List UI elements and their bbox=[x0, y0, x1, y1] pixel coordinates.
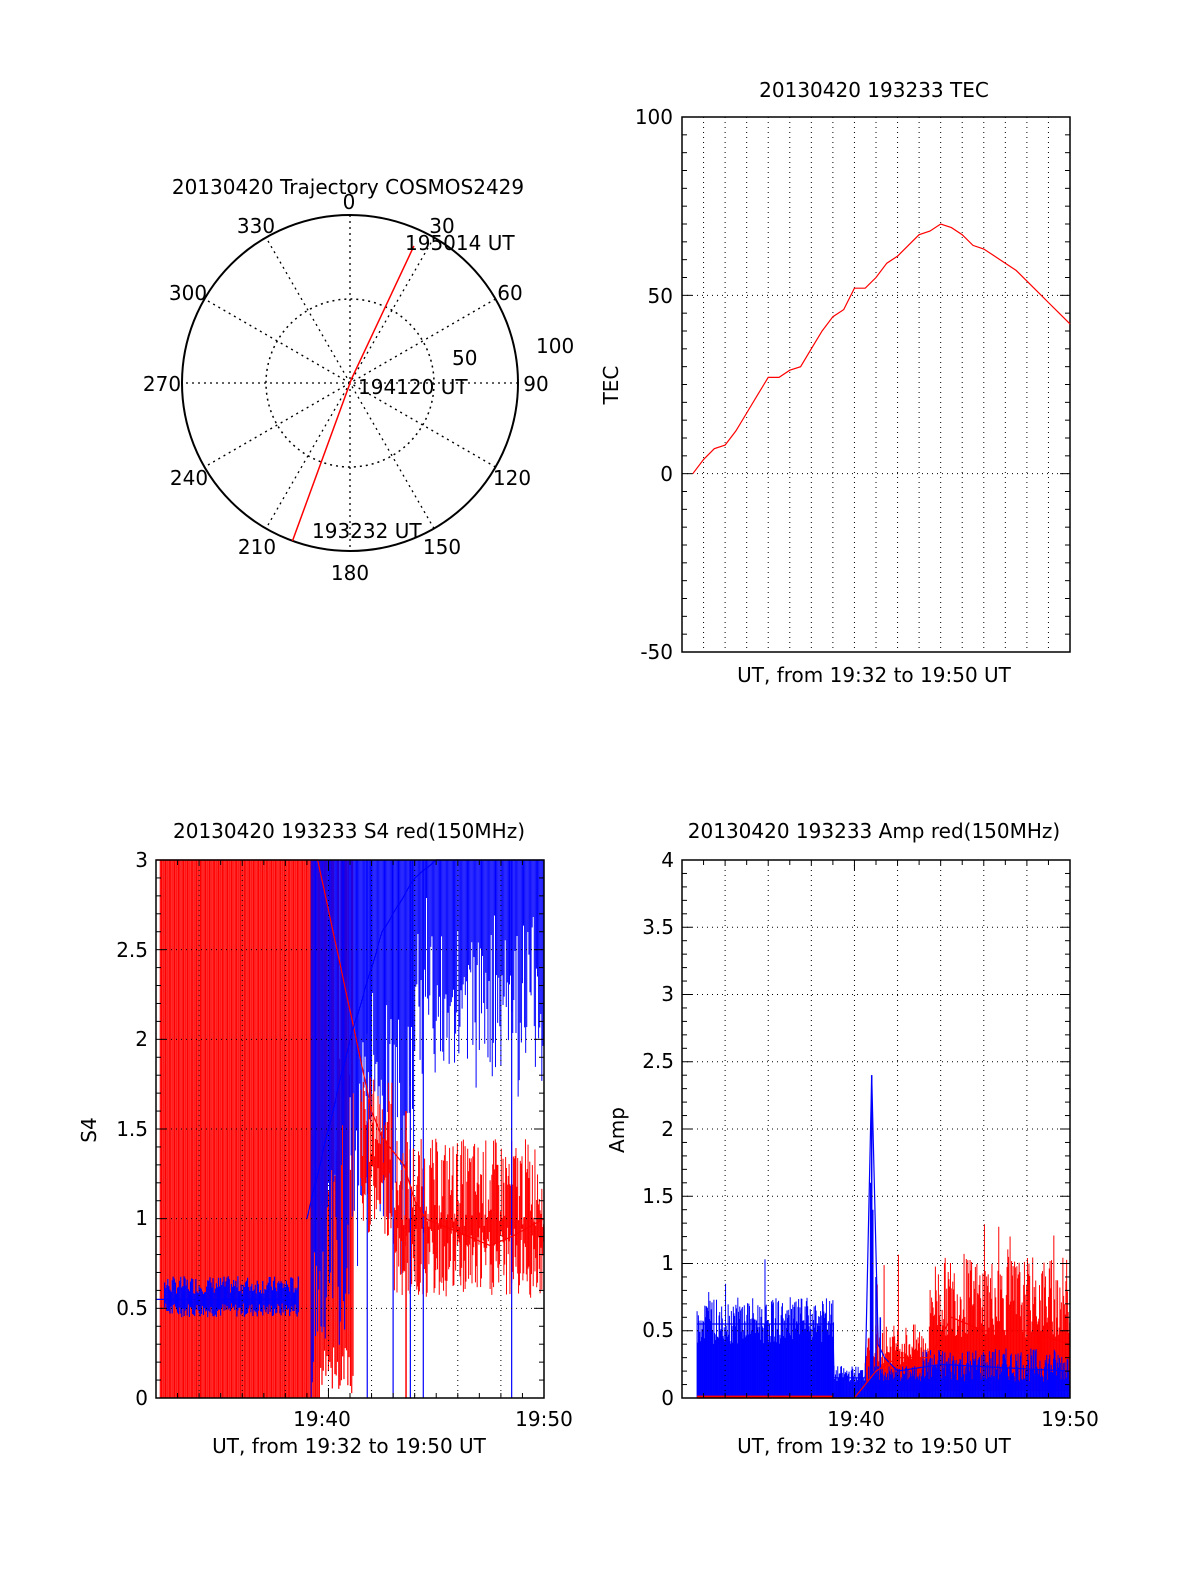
amp-title: 20130420 193233 Amp red(150MHz) bbox=[688, 819, 1060, 843]
polar-radial-tick-100: 100 bbox=[536, 334, 574, 358]
polar-angle-label-30: 30 bbox=[429, 214, 454, 238]
tec-gridlines bbox=[682, 117, 1070, 652]
amp-minor-ticks bbox=[681, 859, 1071, 1399]
amp-panel: 20130420 193233 Amp red(150MHz) 4 3.5 3 … bbox=[605, 819, 1099, 1458]
tec-xlabel: UT, from 19:32 to 19:50 UT bbox=[737, 663, 1012, 687]
s4-title: 20130420 193233 S4 red(150MHz) bbox=[173, 819, 525, 843]
polar-angle-label-0: 0 bbox=[343, 190, 356, 214]
tec-series-line bbox=[692, 223, 1071, 475]
polar-angle-label-60: 60 bbox=[497, 281, 522, 305]
amp-xtick-1950: 19:50 bbox=[1041, 1407, 1099, 1431]
polar-title: 20130420 Trajectory COSMOS2429 bbox=[172, 175, 524, 199]
s4-ytick-2-5: 2.5 bbox=[116, 938, 148, 962]
amp-ytick-3-5: 3.5 bbox=[642, 915, 674, 939]
s4-minor-ticks bbox=[155, 859, 545, 1399]
polar-angle-label-120: 120 bbox=[493, 466, 531, 490]
s4-panel: 20130420 193233 S4 red(150MHz) 3 2.5 2 1… bbox=[77, 819, 573, 1458]
polar-angle-label-240: 240 bbox=[170, 466, 208, 490]
s4-ylabel: S4 bbox=[77, 1117, 101, 1142]
tec-title: 20130420 193233 TEC bbox=[759, 78, 989, 102]
s4-ytick-0-5: 0.5 bbox=[116, 1296, 148, 1320]
polar-angle-label-90: 90 bbox=[523, 372, 548, 396]
amp-ytick-2: 2 bbox=[661, 1117, 674, 1141]
s4-ytick-2: 2 bbox=[135, 1027, 148, 1051]
polar-angle-label-300: 300 bbox=[169, 281, 207, 305]
polar-panel: 20130420 Trajectory COSMOS2429 0 30 60 90 12… bbox=[143, 175, 574, 585]
s4-ytick-3: 3 bbox=[135, 848, 148, 872]
tec-ytick-neg50: -50 bbox=[640, 640, 673, 664]
s4-xtick-1940: 19:40 bbox=[293, 1407, 351, 1431]
annotation-mid-time: 194120 UT bbox=[358, 375, 468, 399]
amp-ytick-1: 1 bbox=[661, 1251, 674, 1275]
polar-radial-tick-50: 50 bbox=[452, 346, 477, 370]
tec-minor-ticks bbox=[682, 116, 1070, 653]
polar-angle-label-210: 210 bbox=[238, 535, 276, 559]
tec-panel: 20130420 193233 TEC 100 50 0 -50 TEC UT,… bbox=[599, 78, 1071, 687]
tec-ytick-100: 100 bbox=[635, 105, 673, 129]
amp-blue-series bbox=[697, 1075, 1071, 1379]
amp-ytick-2-5: 2.5 bbox=[642, 1049, 674, 1073]
annotation-end-time: 195014 UT bbox=[405, 231, 515, 255]
s4-ytick-1: 1 bbox=[135, 1206, 148, 1230]
trajectory-line bbox=[291, 245, 415, 542]
amp-ylabel: Amp bbox=[605, 1107, 629, 1153]
tec-ylabel: TEC bbox=[599, 366, 623, 406]
tec-ytick-0: 0 bbox=[660, 462, 673, 486]
amp-ytick-3: 3 bbox=[661, 982, 674, 1006]
annotation-start-time: 193232 UT bbox=[312, 519, 422, 543]
s4-xtick-1950: 19:50 bbox=[515, 1407, 573, 1431]
amp-ytick-1-5: 1.5 bbox=[642, 1184, 674, 1208]
polar-angle-label-270: 270 bbox=[143, 372, 181, 396]
s4-xlabel: UT, from 19:32 to 19:50 UT bbox=[212, 1434, 487, 1458]
amp-ytick-4: 4 bbox=[661, 848, 674, 872]
polar-angle-label-150: 150 bbox=[423, 535, 461, 559]
tec-ytick-50: 50 bbox=[648, 284, 673, 308]
polar-angle-label-330: 330 bbox=[237, 214, 275, 238]
amp-xlabel: UT, from 19:32 to 19:50 UT bbox=[737, 1434, 1012, 1458]
s4-red-series bbox=[156, 859, 545, 1247]
polar-angle-labels: 0 30 60 90 120 150 180 210 240 270 300 330 bbox=[143, 190, 549, 585]
s4-ytick-0: 0 bbox=[135, 1386, 148, 1410]
amp-ytick-0: 0 bbox=[661, 1386, 674, 1410]
amp-ytick-0-5: 0.5 bbox=[642, 1318, 674, 1342]
amp-red-series bbox=[697, 1316, 1071, 1399]
amp-xtick-1940: 19:40 bbox=[827, 1407, 885, 1431]
s4-ytick-1-5: 1.5 bbox=[116, 1117, 148, 1141]
polar-angle-label-180: 180 bbox=[331, 561, 369, 585]
